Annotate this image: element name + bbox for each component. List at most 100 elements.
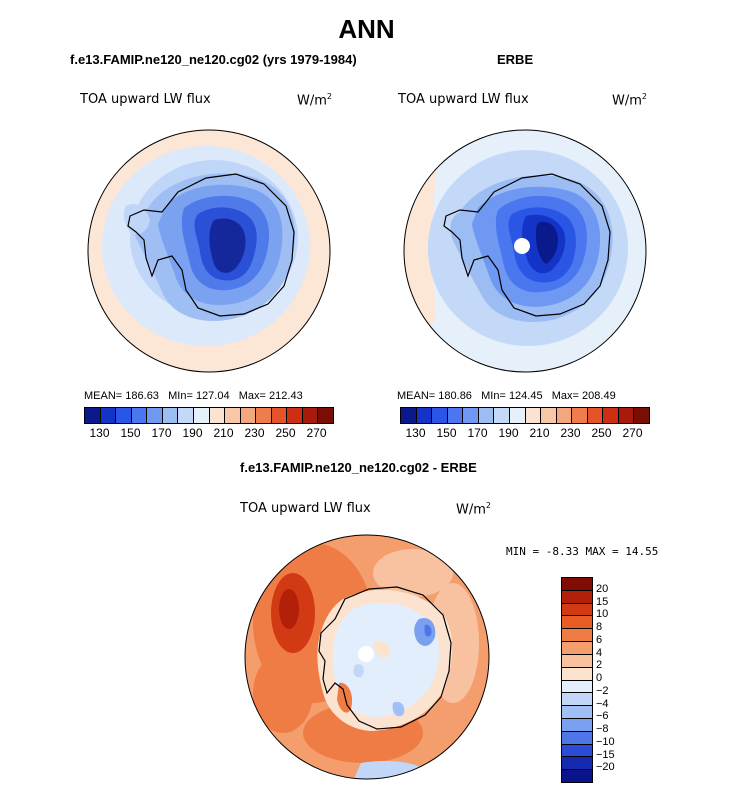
colorbar-swatch [562, 743, 592, 757]
colorbar-tick-label: 230 [560, 426, 581, 440]
panel-2-units-label: W/m2 [612, 92, 647, 109]
colorbar-level-label: −6 [596, 710, 609, 723]
colorbar-model [84, 407, 334, 424]
colorbar-tick-label: 230 [244, 426, 265, 440]
colorbar-tick-label: 190 [498, 426, 519, 440]
colorbar-swatch [161, 408, 178, 423]
colorbar-swatch [446, 408, 463, 423]
panel-3-header: f.e13.FAMIP.ne120_ne120.cg02 - ERBE [240, 460, 477, 475]
panel-1-stats: MEAN= 186.63 MIn= 127.04 Max= 212.43 [84, 390, 303, 402]
colorbar-swatch [562, 653, 592, 667]
colorbar-swatch [571, 408, 587, 423]
polar-map-model [87, 129, 331, 373]
main-title: ANN [338, 14, 395, 44]
colorbar-level-label: −10 [596, 735, 615, 748]
colorbar-swatch [562, 641, 592, 654]
colorbar-swatch [462, 408, 478, 423]
colorbar-swatch [224, 408, 240, 423]
colorbar-swatch [317, 408, 333, 423]
colorbar-level-label: 20 [596, 582, 609, 595]
colorbar-tick-label: 190 [182, 426, 203, 440]
panel-3-minmax: MIN = -8.33 MAX = 14.55 [506, 545, 659, 558]
panel-1-units-label: W/m2 [297, 92, 332, 109]
colorbar-tick-label: 270 [622, 426, 643, 440]
colorbar-swatch [270, 408, 287, 423]
colorbar-swatch [493, 408, 509, 423]
colorbar-tick-label: 250 [275, 426, 296, 440]
colorbar-swatch [562, 628, 592, 642]
colorbar-level-label: 8 [596, 621, 603, 633]
colorbar-swatch [562, 679, 592, 693]
colorbar-observation-ticks: 130 150 170 190 210 230 250 270 [400, 426, 648, 442]
colorbar-swatch [540, 408, 556, 423]
colorbar-level-label: 4 [596, 646, 603, 659]
colorbar-swatch [99, 408, 116, 423]
colorbar-swatch [524, 408, 541, 423]
panel-1-header: f.e13.FAMIP.ne120_ne120.cg02 (yrs 1979-1… [70, 52, 357, 67]
colorbar-swatch [239, 408, 256, 423]
polar-map-difference [244, 534, 490, 780]
colorbar-level-label: −20 [596, 761, 615, 774]
panel-1-variable-label: TOA upward LW flux [80, 92, 211, 107]
colorbar-level-label: −4 [596, 697, 609, 710]
panel-2-header: ERBE [497, 52, 534, 67]
colorbar-swatch [562, 589, 592, 603]
colorbar-tick-label: 210 [213, 426, 234, 440]
colorbar-swatch [286, 408, 302, 423]
colorbar-level-label: 15 [596, 595, 609, 608]
panel-3-variable-label: TOA upward LW flux [240, 501, 371, 516]
colorbar-swatch [562, 615, 592, 629]
colorbar-swatch [192, 408, 209, 423]
colorbar-swatch [562, 578, 592, 590]
colorbar-level-label: −2 [596, 684, 609, 697]
colorbar-swatch [562, 730, 592, 744]
colorbar-swatch [477, 408, 494, 423]
colorbar-tick-label: 270 [306, 426, 327, 440]
colorbar-tick-label: 170 [151, 426, 172, 440]
colorbar-tick-label: 150 [120, 426, 141, 440]
colorbar-swatch [602, 408, 618, 423]
colorbar-observation [400, 407, 650, 424]
colorbar-swatch [115, 408, 131, 423]
colorbar-swatch [586, 408, 603, 423]
colorbar-swatch [562, 769, 592, 782]
colorbar-tick-label: 170 [467, 426, 488, 440]
colorbar-tick-label: 210 [529, 426, 550, 440]
colorbar-swatch [562, 717, 592, 731]
colorbar-swatch [562, 705, 592, 718]
colorbar-swatch [401, 408, 416, 423]
colorbar-tick-label: 250 [591, 426, 612, 440]
colorbar-swatch [562, 666, 592, 680]
colorbar-level-label: 0 [596, 672, 603, 684]
colorbar-level-label: 2 [596, 659, 603, 672]
colorbar-swatch [562, 692, 592, 706]
panel-2-variable-label: TOA upward LW flux [398, 92, 529, 107]
colorbar-level-label: 6 [596, 633, 603, 646]
colorbar-level-label: −15 [596, 748, 615, 761]
colorbar-swatch [301, 408, 318, 423]
colorbar-swatch [562, 756, 592, 770]
colorbar-swatch [562, 602, 592, 616]
colorbar-tick-label: 130 [89, 426, 110, 440]
colorbar-swatch [255, 408, 271, 423]
panel-2-stats: MEAN= 180.86 MIn= 124.45 Max= 208.49 [397, 390, 616, 402]
colorbar-model-ticks: 130 150 170 190 210 230 250 270 [84, 426, 332, 442]
colorbar-difference [561, 577, 593, 783]
colorbar-level-label: −8 [596, 723, 609, 735]
colorbar-swatch [633, 408, 649, 423]
colorbar-swatch [177, 408, 193, 423]
colorbar-swatch [130, 408, 147, 423]
colorbar-swatch [415, 408, 432, 423]
colorbar-tick-label: 150 [436, 426, 457, 440]
colorbar-tick-label: 130 [405, 426, 426, 440]
colorbar-swatch [208, 408, 225, 423]
colorbar-swatch [555, 408, 572, 423]
colorbar-swatch [508, 408, 525, 423]
polar-map-observation [403, 129, 647, 373]
panel-3-units-label: W/m2 [456, 501, 491, 518]
colorbar-swatch [85, 408, 100, 423]
colorbar-swatch [431, 408, 447, 423]
colorbar-swatch [146, 408, 162, 423]
colorbar-difference-labels: 20 15 10 8 6 4 2 0 −2 −4 −6 −8 −10 −15 −20 [596, 577, 636, 781]
colorbar-swatch [617, 408, 634, 423]
